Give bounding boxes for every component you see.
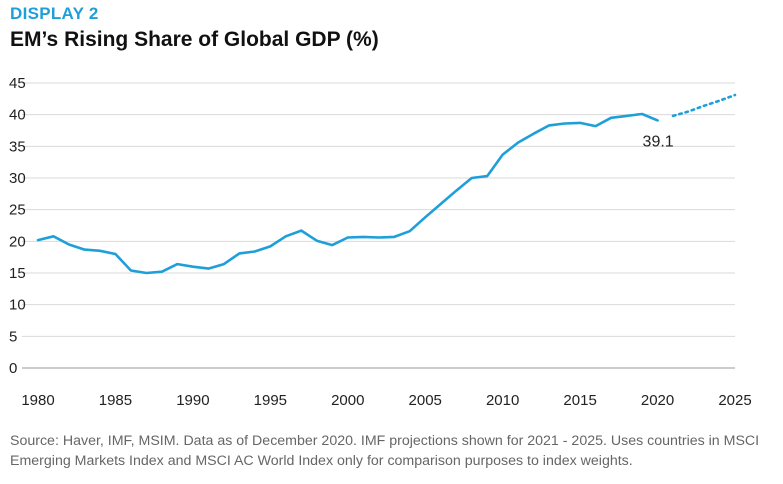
y-tick-label: 10	[9, 297, 26, 314]
display-kicker: DISPLAY 2	[10, 4, 99, 23]
chart-title: EM’s Rising Share of Global GDP (%)	[10, 28, 379, 51]
x-axis-ticks: 1980 1985 1990 1995 2000 2005 2010 2015 2020 2025	[21, 392, 751, 409]
x-tick-label: 1980	[21, 392, 54, 409]
x-tick-label: 1985	[99, 392, 132, 409]
history-line	[36, 112, 659, 275]
x-tick-label: 2015	[563, 392, 596, 409]
x-tick-label: 1990	[176, 392, 209, 409]
series-lines	[36, 93, 737, 275]
source-note: Source: Haver, IMF, MSIM. Data as of Dec…	[10, 433, 760, 469]
projection-line	[671, 93, 737, 118]
y-tick-label: 0	[9, 360, 17, 377]
y-tick-label: 35	[9, 138, 26, 155]
x-tick-label: 2025	[718, 392, 751, 409]
x-tick-label: 2020	[641, 392, 674, 409]
x-tick-label: 2010	[486, 392, 519, 409]
y-tick-label: 25	[9, 202, 26, 219]
data-label: 39.1	[643, 133, 674, 150]
x-tick-label: 2005	[409, 392, 442, 409]
gridlines	[22, 82, 735, 369]
y-tick-label: 30	[9, 170, 26, 187]
y-tick-label: 20	[9, 233, 26, 250]
y-tick-label: 45	[9, 75, 26, 92]
x-tick-label: 1995	[254, 392, 287, 409]
y-tick-label: 5	[9, 328, 17, 345]
x-tick-label: 2000	[331, 392, 364, 409]
y-axis-ticks: 0 5 10 15 20 25 30 35 40 45	[9, 75, 26, 377]
y-tick-label: 40	[9, 107, 26, 124]
y-tick-label: 15	[9, 265, 26, 282]
data-labels: 39.1	[643, 133, 674, 150]
